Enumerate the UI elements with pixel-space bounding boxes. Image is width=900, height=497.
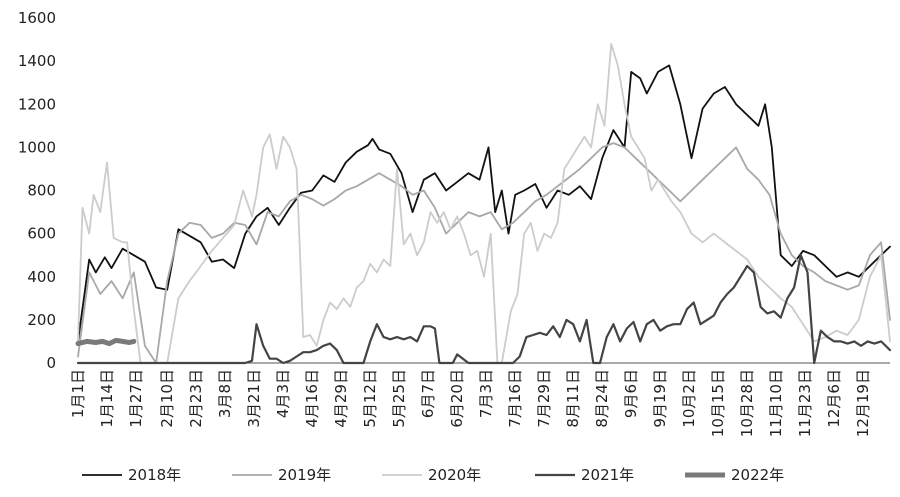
x-tick-label: 2月23日 (187, 369, 205, 428)
series-line-5 (75, 337, 137, 347)
y-tick-label: 1000 (18, 138, 56, 156)
x-tick-label: 12月6日 (825, 369, 843, 428)
x-tick-label: 6月7日 (419, 369, 437, 418)
x-tick-label: 1月27日 (127, 369, 145, 428)
x-tick-label: 1月1日 (69, 369, 87, 418)
x-tick-label: 3月21日 (245, 369, 263, 428)
y-tick-label: 1200 (18, 95, 56, 113)
x-tick-label: 5月12日 (361, 369, 379, 428)
series-line-2 (77, 142, 891, 364)
y-tick-label: 0 (46, 354, 56, 372)
series-line-3 (77, 43, 891, 364)
x-tick-label: 12月19日 (854, 369, 872, 437)
y-tick-label: 1400 (18, 52, 56, 70)
y-axis: 0 200 400 600 800 1000 1200 1400 1600 (18, 9, 56, 372)
series-line-4 (76, 254, 892, 365)
legend-label: 2020年 (428, 466, 481, 484)
x-tick-label: 7月29日 (535, 369, 553, 428)
x-tick-label: 10月28日 (738, 369, 756, 437)
x-tick-label: 10月15日 (709, 369, 727, 437)
x-tick-label: 2月10日 (158, 369, 176, 428)
legend-label: 2021年 (581, 466, 634, 484)
x-tick-label: 9月19日 (651, 369, 669, 428)
y-tick-label: 400 (27, 268, 56, 286)
legend-label: 2018年 (128, 466, 181, 484)
series-line-1 (77, 64, 891, 343)
x-tick-label: 4月3日 (274, 369, 292, 418)
x-tick-label: 8月24日 (593, 369, 611, 428)
y-tick-label: 1600 (18, 9, 56, 27)
x-tick-label: 8月11日 (564, 369, 582, 428)
x-tick-label: 7月3日 (477, 369, 495, 418)
series-layer (75, 43, 892, 365)
x-tick-label: 9月6日 (622, 369, 640, 418)
y-tick-label: 600 (27, 225, 56, 243)
legend-label: 2022年 (731, 466, 784, 484)
legend-label: 2019年 (278, 466, 331, 484)
x-tick-label: 4月29日 (332, 369, 350, 428)
x-axis: 1月1日 1月14日 1月27日 2月10日 2月23日 3月8日 3月21日 4月3日 4月1… (69, 362, 890, 437)
x-tick-label: 5月25日 (390, 369, 408, 428)
x-tick-label: 4月16日 (303, 369, 321, 428)
x-tick-label: 7月16日 (506, 369, 524, 428)
y-tick-label: 200 (27, 311, 56, 329)
x-tick-label: 6月20日 (448, 369, 466, 428)
x-tick-label: 11月23日 (796, 369, 814, 437)
legend: 2018年 2019年 2020年 2021年 2022年 (82, 466, 784, 484)
y-tick-label: 800 (27, 182, 56, 200)
x-tick-label: 11月10日 (767, 369, 785, 437)
x-tick-label: 10月2日 (680, 369, 698, 428)
x-tick-label: 3月8日 (216, 369, 234, 418)
x-tick-label: 1月14日 (98, 369, 116, 428)
